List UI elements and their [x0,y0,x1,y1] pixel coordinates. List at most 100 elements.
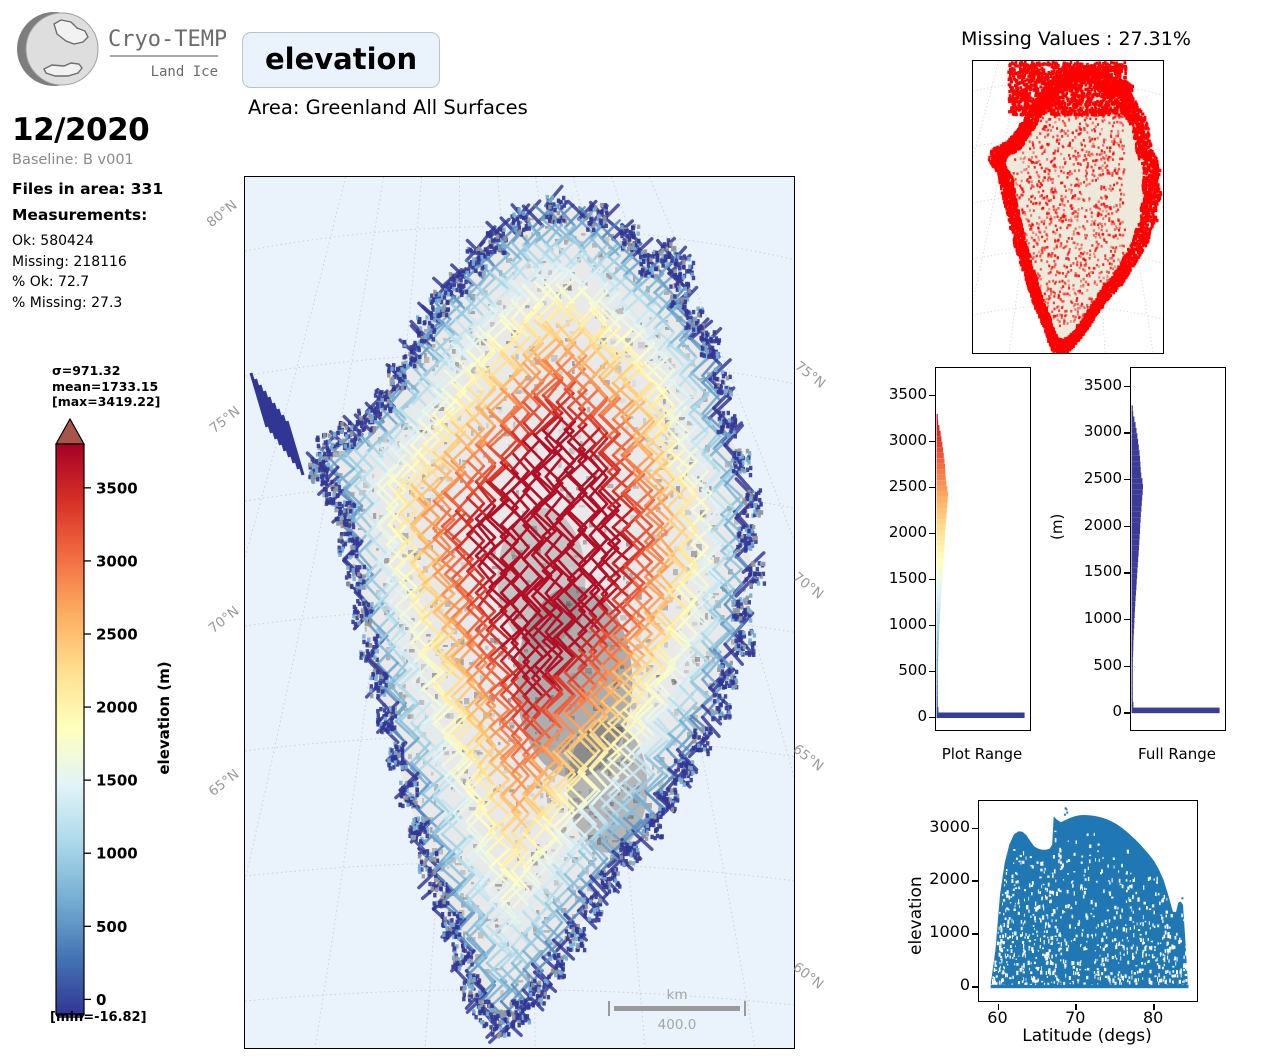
axis-tick-mark [929,578,935,581]
logo-subtitle: Land Ice [151,64,218,80]
axis-tick-mark [929,486,935,489]
map-latitude-label: 70°N [205,603,243,637]
map-scalebar: km 400.0 [608,987,746,1033]
map-latitude-label: 65°N [205,766,243,800]
axis-tick-label: 0 [917,707,927,726]
svg-text:3500: 3500 [96,479,138,497]
full-range-y-axis-label: (m) [1048,513,1066,540]
axis-tick-mark [1075,1004,1077,1010]
plot-range-histogram[interactable] [935,367,1031,731]
axis-tick-mark [1124,712,1130,714]
axis-tick-label: 0 [1112,702,1122,721]
axis-tick-mark [972,827,978,829]
axis-tick-label: 2000 [888,522,927,541]
axis-tick-mark [929,440,935,443]
axis-tick-mark [972,986,978,988]
baseline-label: Baseline: B v001 [12,152,134,168]
scatter-x-ticks: 60 70 80 [978,1004,1196,1027]
svg-text:2500: 2500 [96,626,138,644]
variable-badge[interactable]: elevation [242,32,441,88]
map-latitude-label: 80°N [203,197,241,231]
axis-tick-mark [1124,432,1130,434]
axis-tick-mark [972,933,978,935]
scalebar-value: 400.0 [657,1017,697,1033]
axis-tick-label: 2000 [1083,515,1122,534]
axis-tick-label: 3000 [929,816,970,836]
axis-tick-label: 1500 [888,568,927,587]
main-map-panel[interactable] [244,176,795,1049]
date-label: 12/2020 [12,112,150,148]
axis-tick-mark [929,624,935,627]
svg-text:1500: 1500 [96,772,138,790]
colorbar: 3500 3000 2500 2000 1500 1000 500 0 elevation (m… [38,417,198,1042]
axis-tick-label: 0 [959,975,970,995]
colorbar-min-value: [min=-16.82] [50,1010,147,1025]
sigma-value: σ=971.32 [52,363,121,378]
axis-tick-mark [997,1004,999,1010]
map-latitude-label: 75°N [791,358,829,392]
svg-text:1000: 1000 [96,845,138,863]
plot-range-label: Plot Range [941,745,1023,763]
axis-tick-mark [929,394,935,396]
axis-tick-label: 3000 [1083,422,1122,441]
axis-tick-mark [1124,572,1130,574]
axis-tick-mark [929,671,935,673]
measurement-item: Ok: 580424 [12,233,94,249]
axis-tick-label: 2500 [1083,468,1122,487]
map-latitude-label: 65°N [789,741,827,775]
colorbar-statistics: σ=971.32 mean=1733.15 [max=3419.22] [52,363,160,410]
full-range-y-ticks: 0 500 1000 1500 2000 2500 3000 3500 [1072,367,1130,729]
axis-tick-label: 1000 [888,614,927,633]
axis-tick-label: 60 [987,1008,1008,1027]
map-latitude-label: 70°N [789,569,827,603]
svg-text:0: 0 [96,991,106,1009]
scalebar-unit: km [666,987,688,1003]
measurement-item: % Ok: 72.7 [12,274,90,290]
svg-text:elevation (m): elevation (m) [155,661,173,774]
map-latitude-label: 60°N [789,959,827,993]
measurement-item: % Missing: 27.3 [12,294,123,311]
axis-tick-mark [1124,665,1130,667]
axis-tick-mark [1124,479,1130,481]
scatter-y-ticks: 0 1000 2000 3000 [918,800,978,1000]
axis-tick-label: 500 [1093,655,1122,674]
cryo-tempo-logo: Cryo-TEMPO Land Ice [14,8,240,90]
axis-tick-label: 500 [898,660,927,679]
svg-text:500: 500 [96,918,127,936]
files-in-area-label: Files in area: 331 [12,180,164,198]
full-range-label: Full Range [1138,745,1216,763]
measurements-list: Ok: 580424 Missing: 218116 % Ok: 72.7 % … [12,231,127,313]
svg-text:3000: 3000 [96,552,138,570]
axis-tick-label: 80 [1142,1008,1164,1027]
globe-greenland-antarctica-icon [17,12,99,86]
area-label: Area: Greenland All Surfaces [248,96,528,119]
axis-tick-label: 1500 [1083,562,1122,581]
full-range-histogram[interactable] [1130,367,1226,731]
axis-tick-label: 2500 [888,476,927,495]
measurement-item: Missing: 218116 [12,253,127,270]
axis-tick-label: 3000 [888,430,927,449]
mean-value: mean=1733.15 [52,378,159,394]
missing-values-title: Missing Values : 27.31% [961,28,1191,50]
measurements-heading: Measurements: [12,206,148,224]
map-latitude-label: 75°N [206,403,244,437]
svg-text:2000: 2000 [96,699,138,717]
missing-values-map[interactable] [972,60,1164,354]
scatter-y-axis-label: elevation [906,876,926,955]
max-value: [max=3419.22] [52,394,161,409]
axis-tick-mark [1153,1004,1155,1010]
axis-tick-mark [1124,618,1130,621]
axis-tick-label: 3500 [888,384,927,403]
axis-tick-label: 1000 [1083,608,1122,627]
axis-tick-mark [929,532,935,535]
logo-title: Cryo-TEMPO [108,27,226,52]
plot-range-y-ticks: 0 500 1000 1500 2000 2500 3000 3500 [880,367,935,729]
axis-tick-label: 2000 [929,869,970,889]
axis-tick-label: 1000 [929,922,970,942]
scatter-x-axis-label: Latitude (degs) [1022,1026,1152,1046]
axis-tick-mark [1124,525,1130,527]
axis-tick-mark [972,880,978,882]
axis-tick-label: 70 [1065,1008,1086,1027]
axis-tick-mark [929,717,935,719]
elevation-latitude-scatter[interactable] [978,800,1198,1002]
